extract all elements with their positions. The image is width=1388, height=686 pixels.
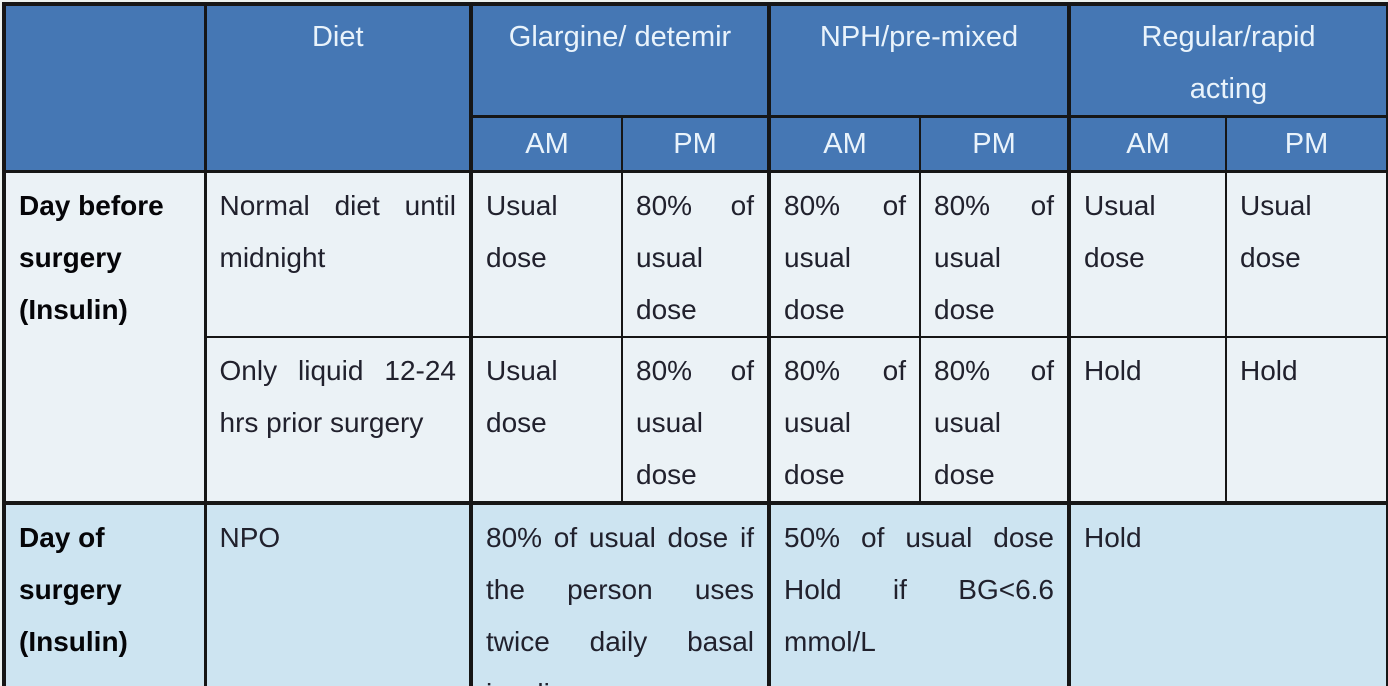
col-header-regular-rapid-label: Regular/rapid acting [1141, 21, 1316, 105]
cell-day-before-r2-regular-pm: Hold [1225, 336, 1388, 504]
col-header-glargine-detemir-label: Glargine/ detemir [508, 21, 732, 53]
cell-diet-normal-until-midnight: Normal diet until midnight [203, 170, 472, 338]
col-header-diet: Diet [203, 3, 472, 173]
cell-day-before-r2-glargine-pm: 80% of usual dose [621, 336, 770, 504]
cell-diet-npo: NPO [203, 501, 472, 686]
subheader-nph-pm: PM [919, 115, 1070, 173]
cell-day-of-glargine: 80% of usual dose if the person uses twi… [469, 501, 770, 686]
cell-day-before-r1-glargine-pm: 80% of usual dose [621, 170, 770, 338]
col-header-regular-rapid: Regular/rapid acting [1067, 3, 1388, 118]
subheader-nph-am: AM [767, 115, 921, 173]
subheader-glargine-am: AM [469, 115, 623, 173]
row-day-of-surgery: Day of surgery (Insulin) NPO 80% of usua… [3, 501, 1388, 686]
cell-day-before-r2-nph-pm: 80% of usual dose [919, 336, 1070, 504]
subheader-regular-am: AM [1067, 115, 1227, 173]
cell-day-before-r2-glargine-am: Usual dose [469, 336, 623, 504]
subheader-regular-pm: PM [1225, 115, 1388, 173]
cell-day-before-r1-regular-pm: Usual dose [1225, 170, 1388, 338]
corner-header-cell [3, 3, 206, 173]
header-row-groups: Diet Glargine/ detemir NPH/pre-mixed Reg… [3, 3, 1388, 173]
row-header-day-of-surgery: Day of surgery (Insulin) [3, 501, 206, 686]
cell-day-before-r1-regular-am: Usual dose [1067, 170, 1227, 338]
row-header-day-before-surgery: Day before surgery (Insulin) [3, 170, 206, 504]
cell-day-before-r1-nph-am: 80% of usual dose [767, 170, 921, 338]
cell-day-before-r2-nph-am: 80% of usual dose [767, 336, 921, 504]
cell-day-before-r1-nph-pm: 80% of usual dose [919, 170, 1070, 338]
col-header-glargine-detemir: Glargine/ detemir [469, 3, 770, 118]
row-day-before-liquid-diet: Only liquid 12-24 hrs prior surgery Usua… [4, 336, 1388, 504]
cell-day-of-regular: Hold [1067, 501, 1388, 686]
cell-day-before-r1-glargine-am: Usual dose [469, 170, 623, 338]
row-day-before-normal-diet: Day before surgery (Insulin) Normal diet… [3, 170, 1388, 504]
col-header-nph-premixed: NPH/pre-mixed [767, 3, 1070, 118]
cell-day-before-r2-regular-am: Hold [1067, 336, 1227, 504]
cell-diet-only-liquid: Only liquid 12-24 hrs prior surgery [203, 336, 472, 504]
header-row-am-pm: AM PM AM PM AM PM [4, 115, 1388, 173]
col-header-nph-premixed-label: NPH/pre-mixed [819, 21, 1019, 53]
subheader-glargine-pm: PM [621, 115, 770, 173]
cell-day-of-nph: 50% of usual dose Hold if BG<6.6 mmol/L [767, 501, 1070, 686]
